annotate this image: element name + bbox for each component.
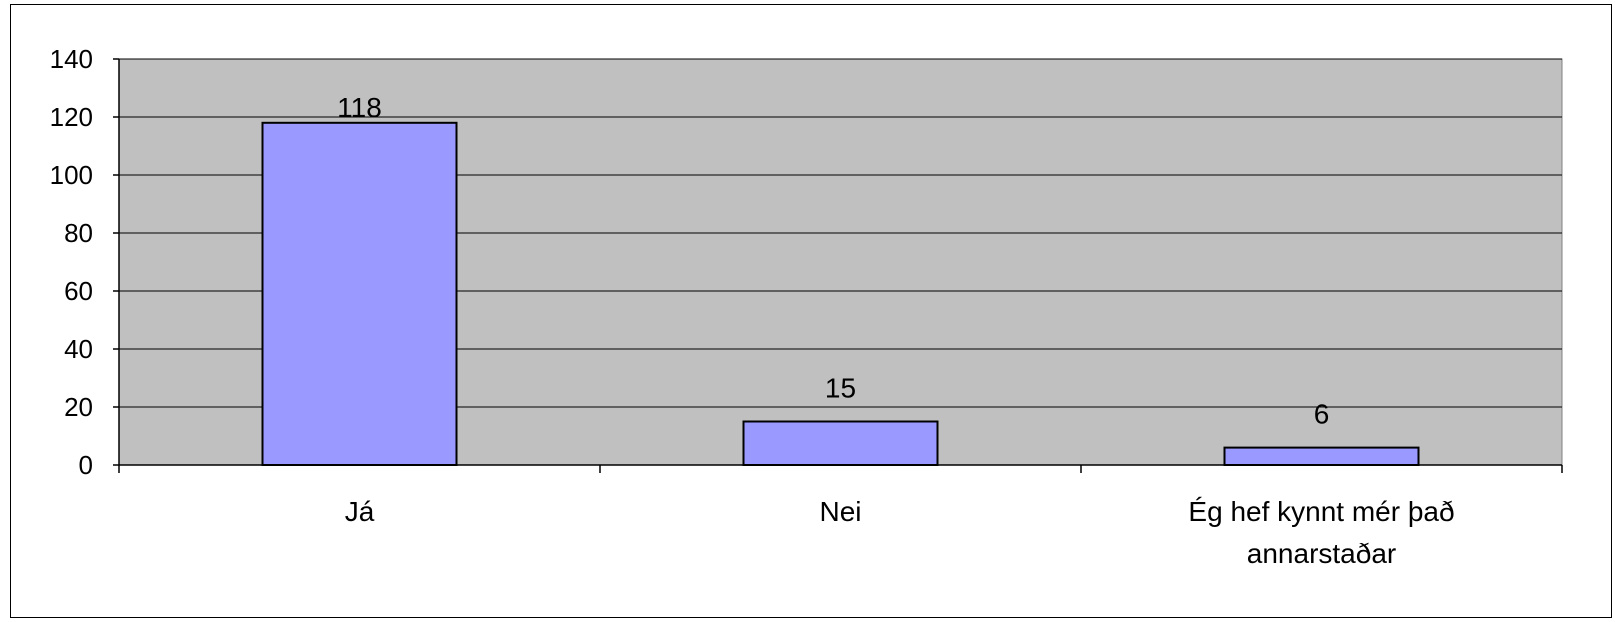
y-tick-label: 40 <box>64 334 93 364</box>
x-category-label: Já <box>345 496 375 527</box>
bar <box>742 420 939 466</box>
y-tick-label: 60 <box>64 276 93 306</box>
bar <box>1223 446 1420 467</box>
data-label: 15 <box>825 373 856 404</box>
y-tick-label: 0 <box>79 450 93 480</box>
y-tick-label: 80 <box>64 218 93 248</box>
y-tick-label: 120 <box>50 102 93 132</box>
y-tick-label: 100 <box>50 160 93 190</box>
bars <box>261 121 1420 467</box>
data-label: 118 <box>337 92 382 123</box>
bar <box>261 121 458 467</box>
y-axis-ticks: 0 20 40 60 80 100 120 140 <box>50 44 93 480</box>
y-tick-label: 20 <box>64 392 93 422</box>
axes <box>113 58 1563 473</box>
data-labels: 118 15 6 <box>337 92 1329 430</box>
y-tick-label: 140 <box>50 44 93 74</box>
data-label: 6 <box>1314 399 1330 430</box>
x-category-label: Ég hef kynnt mér það annarstaðar <box>1188 496 1454 569</box>
x-axis-categories: Já Nei Ég hef kynnt mér það annarstaðar <box>345 496 1455 569</box>
x-category-label: Nei <box>819 496 861 527</box>
